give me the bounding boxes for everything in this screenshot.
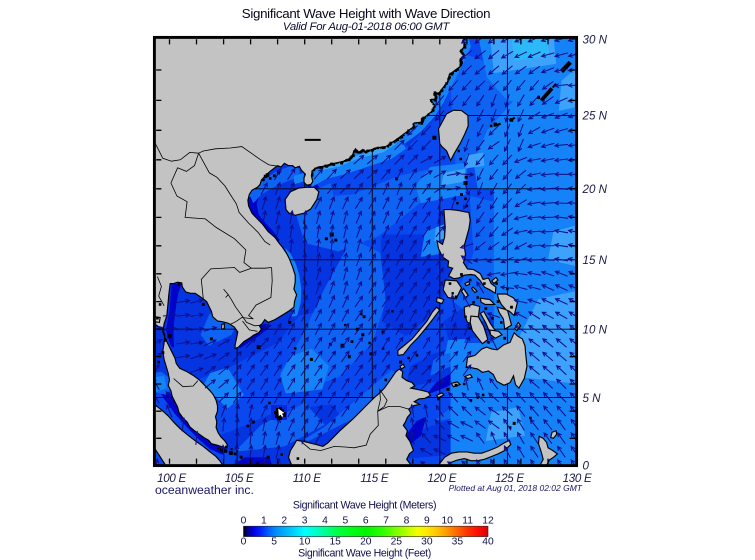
svg-text:9: 9 bbox=[424, 516, 430, 527]
svg-text:25: 25 bbox=[391, 537, 403, 548]
svg-text:10 N: 10 N bbox=[583, 324, 608, 337]
svg-text:20: 20 bbox=[360, 537, 372, 548]
svg-text:115 E: 115 E bbox=[360, 472, 389, 485]
svg-text:7: 7 bbox=[383, 516, 389, 527]
svg-text:Plotted at Aug 01, 2018 02:02: Plotted at Aug 01, 2018 02:02 GMT bbox=[449, 483, 583, 493]
svg-text:0: 0 bbox=[583, 460, 590, 473]
svg-text:25 N: 25 N bbox=[582, 110, 608, 123]
svg-text:3: 3 bbox=[302, 516, 308, 527]
svg-text:15 N: 15 N bbox=[583, 254, 608, 267]
svg-text:8: 8 bbox=[404, 516, 410, 527]
svg-text:Significant Wave Height (Feet): Significant Wave Height (Feet) bbox=[298, 548, 431, 560]
svg-text:30 N: 30 N bbox=[583, 33, 608, 46]
svg-text:105 E: 105 E bbox=[225, 472, 254, 485]
svg-text:35: 35 bbox=[452, 537, 464, 548]
svg-text:120 E: 120 E bbox=[427, 472, 456, 485]
svg-text:130 E: 130 E bbox=[563, 472, 592, 485]
svg-text:12: 12 bbox=[482, 516, 494, 527]
svg-text:1: 1 bbox=[261, 516, 267, 527]
svg-text:2: 2 bbox=[281, 516, 287, 527]
svg-text:110 E: 110 E bbox=[293, 472, 322, 485]
svg-text:0: 0 bbox=[241, 516, 247, 527]
svg-text:5 N: 5 N bbox=[583, 392, 602, 405]
svg-text:Significant Wave Height (Meter: Significant Wave Height (Meters) bbox=[293, 500, 436, 512]
svg-text:5: 5 bbox=[343, 516, 349, 527]
svg-text:0: 0 bbox=[241, 537, 247, 548]
svg-text:oceanweather inc.: oceanweather inc. bbox=[155, 483, 254, 497]
svg-text:11: 11 bbox=[462, 516, 473, 527]
svg-text:30: 30 bbox=[421, 537, 433, 548]
svg-text:5: 5 bbox=[271, 537, 277, 548]
svg-text:Valid For Aug-01-2018 06:00 GM: Valid For Aug-01-2018 06:00 GMT bbox=[283, 21, 450, 33]
svg-text:15: 15 bbox=[329, 537, 341, 548]
svg-text:100 E: 100 E bbox=[157, 472, 186, 485]
svg-text:6: 6 bbox=[363, 516, 369, 527]
svg-text:4: 4 bbox=[322, 516, 328, 527]
svg-text:Significant Wave Height with W: Significant Wave Height with Wave Direct… bbox=[242, 6, 490, 21]
svg-text:10: 10 bbox=[441, 516, 453, 527]
svg-text:10: 10 bbox=[299, 537, 311, 548]
svg-text:40: 40 bbox=[482, 537, 494, 548]
svg-text:20 N: 20 N bbox=[582, 183, 608, 196]
svg-text:125 E: 125 E bbox=[495, 472, 524, 485]
